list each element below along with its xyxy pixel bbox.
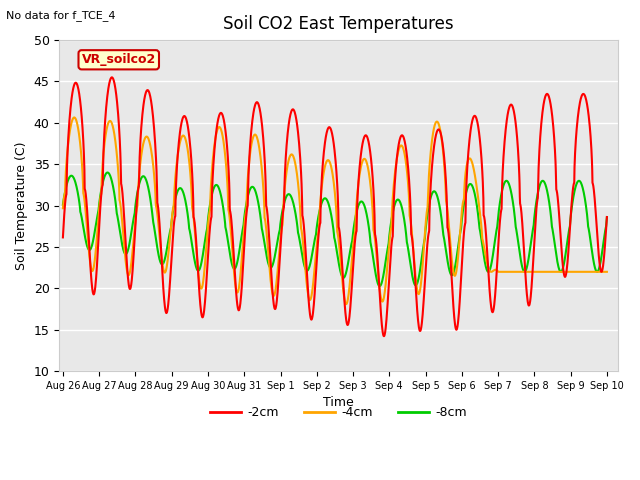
-4cm bbox=[59, 205, 67, 211]
-4cm bbox=[70, 115, 78, 120]
-4cm bbox=[488, 269, 495, 275]
Legend: -2cm, -4cm, -8cm: -2cm, -4cm, -8cm bbox=[205, 401, 472, 424]
-2cm bbox=[309, 308, 317, 313]
-8cm bbox=[376, 283, 383, 289]
-2cm bbox=[380, 333, 388, 339]
Text: VR_soilco2: VR_soilco2 bbox=[82, 53, 156, 66]
-8cm bbox=[104, 169, 111, 175]
-4cm bbox=[87, 264, 95, 270]
Title: Soil CO2 East Temperatures: Soil CO2 East Temperatures bbox=[223, 15, 454, 33]
-2cm bbox=[87, 267, 95, 273]
-8cm bbox=[488, 259, 495, 264]
-4cm bbox=[603, 269, 611, 275]
-2cm bbox=[588, 146, 595, 152]
-2cm bbox=[324, 126, 332, 132]
-4cm bbox=[342, 301, 350, 307]
-2cm bbox=[588, 152, 595, 157]
-8cm bbox=[588, 246, 595, 252]
-4cm bbox=[588, 269, 595, 275]
-4cm bbox=[324, 157, 332, 163]
-4cm bbox=[588, 269, 595, 275]
-8cm bbox=[588, 244, 595, 250]
Line: -2cm: -2cm bbox=[63, 77, 607, 336]
-8cm bbox=[87, 246, 95, 252]
-8cm bbox=[59, 202, 67, 207]
-8cm bbox=[309, 245, 317, 251]
-2cm bbox=[603, 214, 611, 220]
Y-axis label: Soil Temperature (C): Soil Temperature (C) bbox=[15, 142, 28, 270]
Line: -4cm: -4cm bbox=[63, 118, 607, 304]
-2cm bbox=[488, 308, 495, 313]
Line: -8cm: -8cm bbox=[63, 172, 607, 286]
-8cm bbox=[603, 214, 611, 220]
-4cm bbox=[309, 279, 317, 285]
X-axis label: Time: Time bbox=[323, 396, 354, 409]
-2cm bbox=[59, 235, 67, 240]
Text: No data for f_TCE_4: No data for f_TCE_4 bbox=[6, 10, 116, 21]
-2cm bbox=[108, 74, 116, 80]
-8cm bbox=[324, 199, 332, 204]
